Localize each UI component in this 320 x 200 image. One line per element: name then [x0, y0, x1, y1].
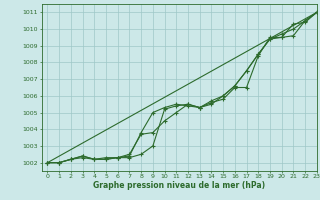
X-axis label: Graphe pression niveau de la mer (hPa): Graphe pression niveau de la mer (hPa)	[93, 181, 265, 190]
